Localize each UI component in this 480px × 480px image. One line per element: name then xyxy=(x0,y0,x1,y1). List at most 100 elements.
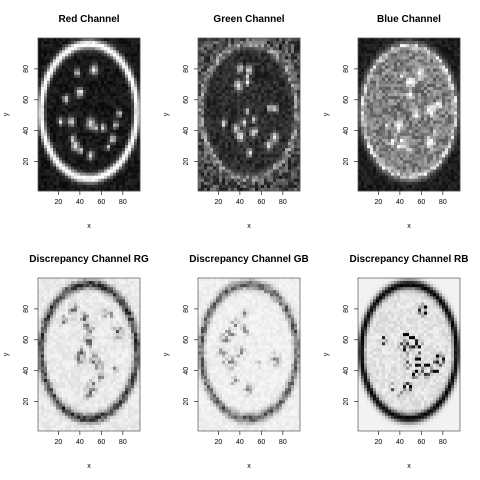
heatmap-cell xyxy=(119,47,123,51)
heatmap-cell xyxy=(216,138,220,143)
heatmap-cell xyxy=(451,59,455,63)
heatmap-cell xyxy=(273,90,277,94)
heatmap-cell xyxy=(59,138,63,143)
heatmap-cell xyxy=(430,68,434,72)
heatmap-cell xyxy=(252,65,256,69)
heatmap-cell xyxy=(65,142,69,146)
heatmap-cell xyxy=(436,135,440,140)
heatmap-cell xyxy=(207,175,211,180)
heatmap-cell xyxy=(65,138,69,143)
heatmap-cell xyxy=(131,178,135,183)
heatmap-cell xyxy=(38,135,42,140)
heatmap-cell xyxy=(246,90,250,94)
heatmap-cell xyxy=(198,154,202,158)
heatmap-cell xyxy=(231,129,235,134)
heatmap-cell xyxy=(267,135,271,140)
heatmap-cell xyxy=(59,145,63,149)
heatmap-cell xyxy=(400,123,404,128)
heatmap-cell xyxy=(53,163,57,167)
heatmap-cell xyxy=(128,129,132,134)
heatmap-cell xyxy=(38,129,42,134)
heatmap-cell xyxy=(457,129,461,134)
heatmap-cell xyxy=(427,71,431,76)
heatmap-cell xyxy=(119,135,123,140)
heatmap-cell xyxy=(86,151,90,155)
heatmap-cell xyxy=(98,62,102,66)
heatmap-cell xyxy=(249,114,253,118)
heatmap-cell xyxy=(433,62,437,66)
heatmap-cell xyxy=(225,47,229,51)
heatmap-cell xyxy=(285,181,289,186)
heatmap-cell xyxy=(282,65,286,69)
heatmap-cell xyxy=(38,41,42,45)
heatmap-cell xyxy=(128,169,132,173)
heatmap-cell xyxy=(436,56,440,60)
heatmap-cell xyxy=(451,102,455,106)
heatmap-cell xyxy=(110,126,114,131)
heatmap-cell xyxy=(273,187,277,192)
heatmap-cell xyxy=(279,142,283,146)
heatmap-cell xyxy=(207,41,211,45)
heatmap-cell xyxy=(137,148,141,152)
heatmap-cell xyxy=(89,105,93,109)
heatmap-cell xyxy=(406,83,410,88)
heatmap-cell xyxy=(134,93,138,97)
heatmap-cell xyxy=(370,50,374,54)
heatmap-cell xyxy=(400,90,404,94)
heatmap-cell xyxy=(44,90,48,94)
heatmap-cell xyxy=(424,38,428,42)
heatmap-cell xyxy=(255,138,259,143)
heatmap-cell xyxy=(56,111,60,115)
heatmap-cell xyxy=(198,148,202,152)
heatmap-cell xyxy=(234,132,238,137)
heatmap-cell xyxy=(134,160,138,164)
heatmap-cell xyxy=(74,142,78,146)
heatmap-cell xyxy=(198,132,202,137)
heatmap-cell xyxy=(427,90,431,94)
heatmap-cell xyxy=(273,59,277,63)
heatmap-cell xyxy=(279,56,283,60)
heatmap-cell xyxy=(412,145,416,149)
heatmap-cell xyxy=(92,157,96,161)
heatmap-cell xyxy=(92,135,96,140)
heatmap-cell xyxy=(358,120,362,124)
heatmap-cell xyxy=(297,53,301,57)
heatmap-cell xyxy=(294,126,298,131)
heatmap-cell xyxy=(436,102,440,106)
heatmap-cell xyxy=(50,38,54,42)
x-tick-label: 60 xyxy=(257,199,265,206)
heatmap-cell xyxy=(400,59,404,63)
heatmap-cell xyxy=(41,175,45,180)
heatmap-cell xyxy=(430,163,434,167)
heatmap-cell xyxy=(249,53,253,57)
heatmap-cell xyxy=(279,120,283,124)
heatmap-cell xyxy=(110,41,114,45)
heatmap-cell xyxy=(62,175,66,180)
heatmap-cell xyxy=(213,145,217,149)
heatmap-cell xyxy=(415,86,419,91)
heatmap-cell xyxy=(285,90,289,94)
heatmap-cell xyxy=(412,151,416,155)
heatmap-cell xyxy=(216,123,220,128)
heatmap-cell xyxy=(240,129,244,134)
heatmap-cell xyxy=(267,178,271,183)
heatmap-cell xyxy=(261,41,265,45)
heatmap-cell xyxy=(134,142,138,146)
heatmap-cell xyxy=(201,56,205,60)
heatmap-cell xyxy=(231,178,235,183)
heatmap-cell xyxy=(231,80,235,85)
heatmap-cell xyxy=(379,99,383,103)
heatmap-cell xyxy=(44,96,48,100)
heatmap-cell xyxy=(137,154,141,158)
heatmap-cell xyxy=(89,184,93,189)
heatmap-cell xyxy=(406,123,410,128)
heatmap-cell xyxy=(451,93,455,97)
heatmap-cell xyxy=(219,93,223,97)
heatmap-cell xyxy=(382,123,386,128)
heatmap-cell xyxy=(137,111,141,115)
heatmap-cell xyxy=(222,86,226,91)
heatmap-cell xyxy=(445,93,449,97)
heatmap-cell xyxy=(421,123,425,128)
heatmap-cell xyxy=(454,38,458,42)
heatmap-cell xyxy=(385,47,389,51)
